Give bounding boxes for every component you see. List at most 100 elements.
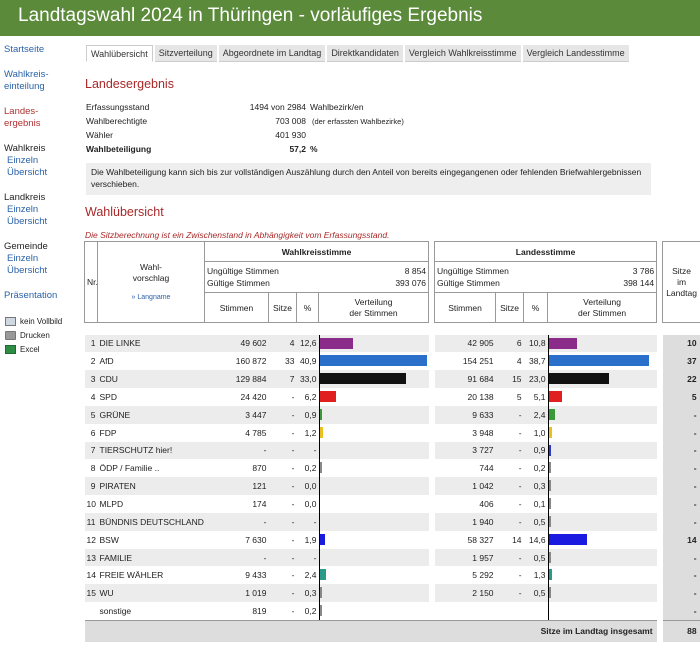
tab-sitzverteilung[interactable]: Sitzverteilung	[154, 45, 217, 62]
cell-party: BÜNDNIS DEUTSCHLAND	[97, 512, 205, 531]
spacer	[85, 323, 700, 335]
cell-wk-bar	[318, 459, 429, 478]
vote-bar	[319, 533, 325, 545]
table-row: 4 SPD 24 420 -6,2 20 138 5 5,1 5	[85, 388, 700, 406]
nav-landkreis-uebersicht[interactable]: Übersicht	[7, 216, 48, 227]
tool-label: kein Vollbild	[20, 317, 63, 326]
cell-ls-sitze: 5	[516, 391, 522, 402]
vote-bar	[548, 498, 551, 510]
cell-ls-sitze: -	[518, 499, 522, 510]
tool-drucken[interactable]: Drucken	[0, 329, 80, 342]
col-ls-sitze: Sitze	[495, 292, 525, 323]
cell-seats: 37	[662, 352, 700, 371]
cell-nr: 15	[84, 584, 98, 603]
bar-axis	[547, 423, 549, 442]
nav-group-gemeinde: Gemeinde Einzeln Übersicht	[0, 241, 80, 277]
cell-ls-bar	[547, 477, 657, 496]
label: Gültige Stimmen	[437, 278, 500, 288]
table-header-row: Stimmen Sitze % Verteilung der Stimmen S…	[85, 292, 700, 323]
bar-axis	[547, 334, 549, 353]
bar-axis	[318, 495, 320, 513]
cell-wk-pct: -	[296, 548, 319, 567]
nav-gemeinde-uebersicht[interactable]: Übersicht	[7, 265, 48, 276]
label: Ungültige Stimmen	[437, 266, 509, 276]
cell-ls-bar	[547, 352, 657, 371]
nav-landesergebnis[interactable]: Landes- ergebnis	[4, 106, 41, 129]
cell-ls-pct: 0,3	[523, 477, 548, 496]
bar-axis	[547, 388, 549, 406]
cell-ls-bar	[547, 530, 657, 549]
vote-bar	[319, 569, 326, 581]
cell-wk-pct: 12,6	[296, 334, 319, 353]
tab-vergleich-landesstimme[interactable]: Vergleich Landesstimme	[522, 45, 629, 62]
vote-bar	[548, 337, 577, 349]
info-label: Wahlberechtigte	[86, 116, 148, 126]
cell-seats: -	[662, 584, 700, 603]
nav-wahlkreis-uebersicht[interactable]: Übersicht	[7, 167, 48, 178]
col-landesstimme: Landesstimme	[434, 241, 658, 262]
wk-gueltig-line: Gültige Stimmen 393 076	[207, 277, 426, 289]
langname-link[interactable]: » Langname	[131, 293, 171, 301]
nav-landkreis-einzeln[interactable]: Einzeln	[7, 204, 39, 215]
cell-wk-sitze: -	[268, 548, 297, 567]
cell-wk-bar	[318, 388, 429, 406]
cell-party: PIRATEN	[97, 477, 205, 496]
cell-party: FDP	[99, 427, 117, 438]
cell-ls-pct: 0,2	[533, 463, 546, 474]
spacer-row	[85, 323, 700, 335]
nav-gemeinde-einzeln[interactable]: Einzeln	[7, 253, 39, 264]
cell-ls-sitze: -	[495, 512, 524, 531]
cell-nr: 13	[84, 548, 98, 567]
cell-wk-bar	[318, 566, 429, 585]
cell-nr: 6	[90, 427, 96, 438]
cell-seats: 14	[662, 530, 700, 549]
cell-wk-sitze: -	[291, 463, 295, 474]
wk-totals: Ungültige Stimmen 8 854 Gültige Stimmen 39…	[203, 261, 430, 293]
tab-direktkandidaten[interactable]: Direktkandidaten	[327, 45, 403, 62]
cell-ls-pct: 0,5	[523, 584, 548, 603]
cell-wk-stimmen: -	[204, 441, 269, 460]
vote-bar	[548, 515, 551, 527]
total-seats-label: Sitze im Landtag insgesamt	[84, 619, 657, 642]
tab-vergleich-wahlkreisstimme[interactable]: Vergleich Wahlkreisstimme	[404, 45, 521, 62]
cell-wk-pct: 0,9	[296, 405, 319, 424]
cell-ls-stimmen: 91 684	[434, 370, 496, 389]
bar-axis	[547, 352, 549, 371]
nav-wahlkreis-einzeln[interactable]: Einzeln	[7, 155, 39, 166]
nav-wahlkreiseinteilung[interactable]: Wahlkreis- einteilung	[4, 69, 49, 92]
cell-ls-stimmen: 1 940	[434, 512, 496, 531]
cell-wk-bar	[318, 477, 429, 496]
results-table: Nr. Wahl- vorschlag » Langname Wahlkreis…	[84, 241, 700, 642]
cell-ls-pct: 0,9	[523, 441, 548, 460]
nav-praesentation[interactable]: Präsentation	[4, 290, 58, 301]
tool-vollbild[interactable]: kein Vollbild	[0, 315, 80, 328]
vote-bar	[319, 426, 323, 438]
vote-bar	[548, 426, 552, 438]
info-value: 1494 von 2984	[249, 102, 306, 112]
vote-bar	[548, 480, 551, 492]
vote-bar	[548, 355, 649, 367]
cell-wk-stimmen: 819	[252, 605, 267, 616]
vote-bar	[548, 391, 562, 403]
table-row: 7 TIERSCHUTZ hier! - - -3 727-0,9-	[84, 441, 700, 460]
nav-startseite[interactable]: Startseite	[4, 44, 45, 55]
bar-axis	[547, 566, 549, 585]
cell-wk-stimmen: 870	[252, 463, 267, 474]
bar-axis	[318, 602, 320, 620]
vote-bar	[319, 391, 336, 403]
tab-abgeordnete[interactable]: Abgeordnete im Landtag	[218, 45, 326, 62]
cell-party: BSW	[99, 534, 119, 545]
total-seats-value: 88	[662, 619, 700, 642]
bar-axis	[318, 477, 320, 496]
cell-party: FREIE WÄHLER	[99, 570, 164, 581]
bar-axis	[547, 441, 549, 460]
tab-bar: Wahlübersicht Sitzverteilung Abgeordnete…	[86, 45, 631, 62]
cell-party: sonstige	[99, 605, 132, 616]
bar-axis	[318, 405, 320, 424]
cell-wk-stimmen: 174	[252, 499, 267, 510]
tab-wahluebersicht[interactable]: Wahlübersicht	[86, 45, 153, 62]
cell-ls-stimmen: 3 948	[472, 427, 494, 438]
col-wk-verteilung: Verteilung der Stimmen	[317, 292, 430, 323]
tool-excel[interactable]: Excel	[0, 343, 80, 356]
cell-wk-bar	[318, 495, 429, 513]
